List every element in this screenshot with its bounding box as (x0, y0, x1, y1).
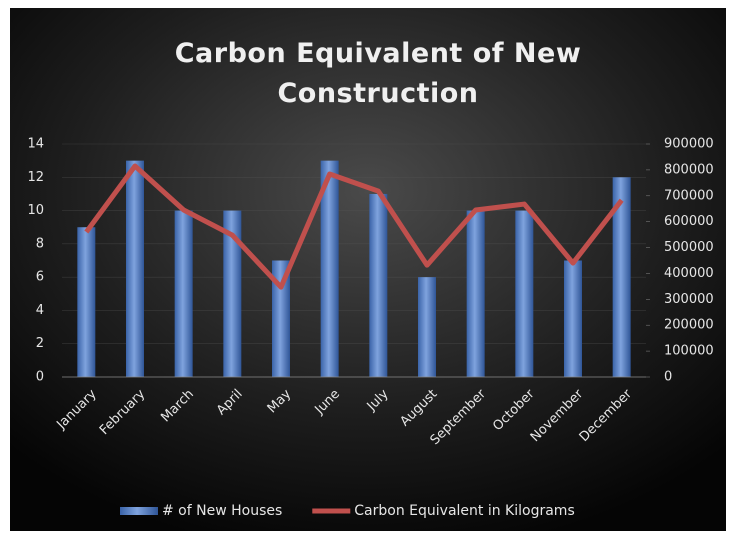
y-tick-label: 6 (36, 270, 44, 285)
legend-label: # of New Houses (162, 503, 282, 519)
y2-tick-label: 600000 (664, 214, 714, 229)
bar (77, 227, 96, 377)
y2-tick-label: 500000 (664, 240, 714, 255)
bar (223, 210, 242, 377)
bar (466, 210, 485, 377)
y-tick-label: 12 (27, 170, 44, 185)
y-tick-label: 0 (36, 370, 44, 385)
legend-swatch (120, 507, 158, 515)
y2-tick-label: 0 (664, 370, 672, 385)
bar (612, 177, 631, 377)
bar (369, 193, 388, 377)
bar (418, 277, 436, 377)
chart-title: Carbon Equivalent of New Construction (174, 38, 582, 109)
bar (564, 260, 582, 377)
y2-tick-label: 700000 (664, 188, 714, 203)
line-series (84, 163, 624, 290)
y-tick-label: 2 (36, 336, 44, 351)
y-tick-label: 14 (27, 137, 44, 152)
y2-tick-label: 300000 (664, 292, 714, 307)
y-tick-label: 4 (36, 303, 44, 318)
bar (126, 160, 144, 377)
bar (515, 210, 534, 377)
y2-tick-label: 900000 (664, 137, 714, 152)
legend-label: Carbon Equivalent in Kilograms (354, 503, 574, 519)
bar (320, 160, 339, 377)
y-tick-label: 10 (27, 203, 44, 218)
y2-tick-label: 800000 (664, 162, 714, 177)
bar (272, 260, 290, 377)
y2-tick-label: 200000 (664, 318, 714, 333)
y2-tick-label: 400000 (664, 266, 714, 281)
y-tick-label: 8 (36, 236, 44, 251)
y2-tick-label: 100000 (664, 344, 714, 359)
bar (174, 210, 193, 377)
